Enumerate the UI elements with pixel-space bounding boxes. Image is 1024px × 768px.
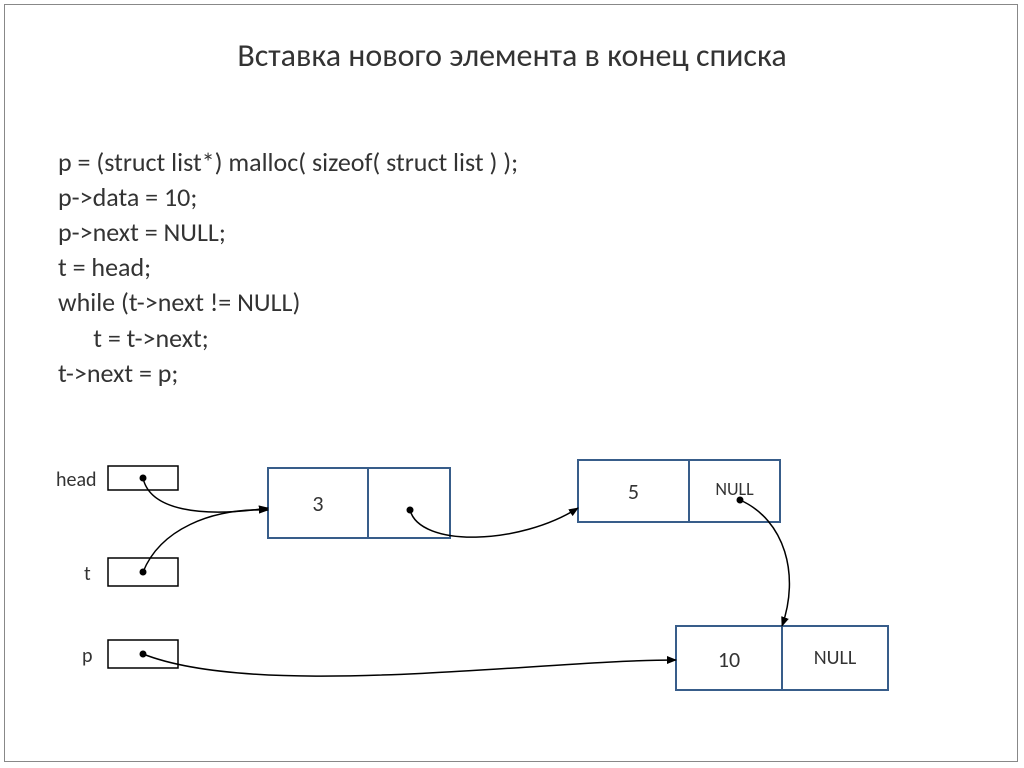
node-3 xyxy=(268,468,450,538)
linked-list-diagram xyxy=(0,0,1024,768)
arrow-5-to-10 xyxy=(740,500,789,626)
arrow-p-to-10 xyxy=(143,654,676,676)
node-5 xyxy=(578,460,780,522)
arrow-head-to-3 xyxy=(143,478,268,512)
arrow-t-to-3 xyxy=(143,510,268,572)
arrow-3-to-5 xyxy=(410,508,578,537)
node-10 xyxy=(676,626,888,690)
